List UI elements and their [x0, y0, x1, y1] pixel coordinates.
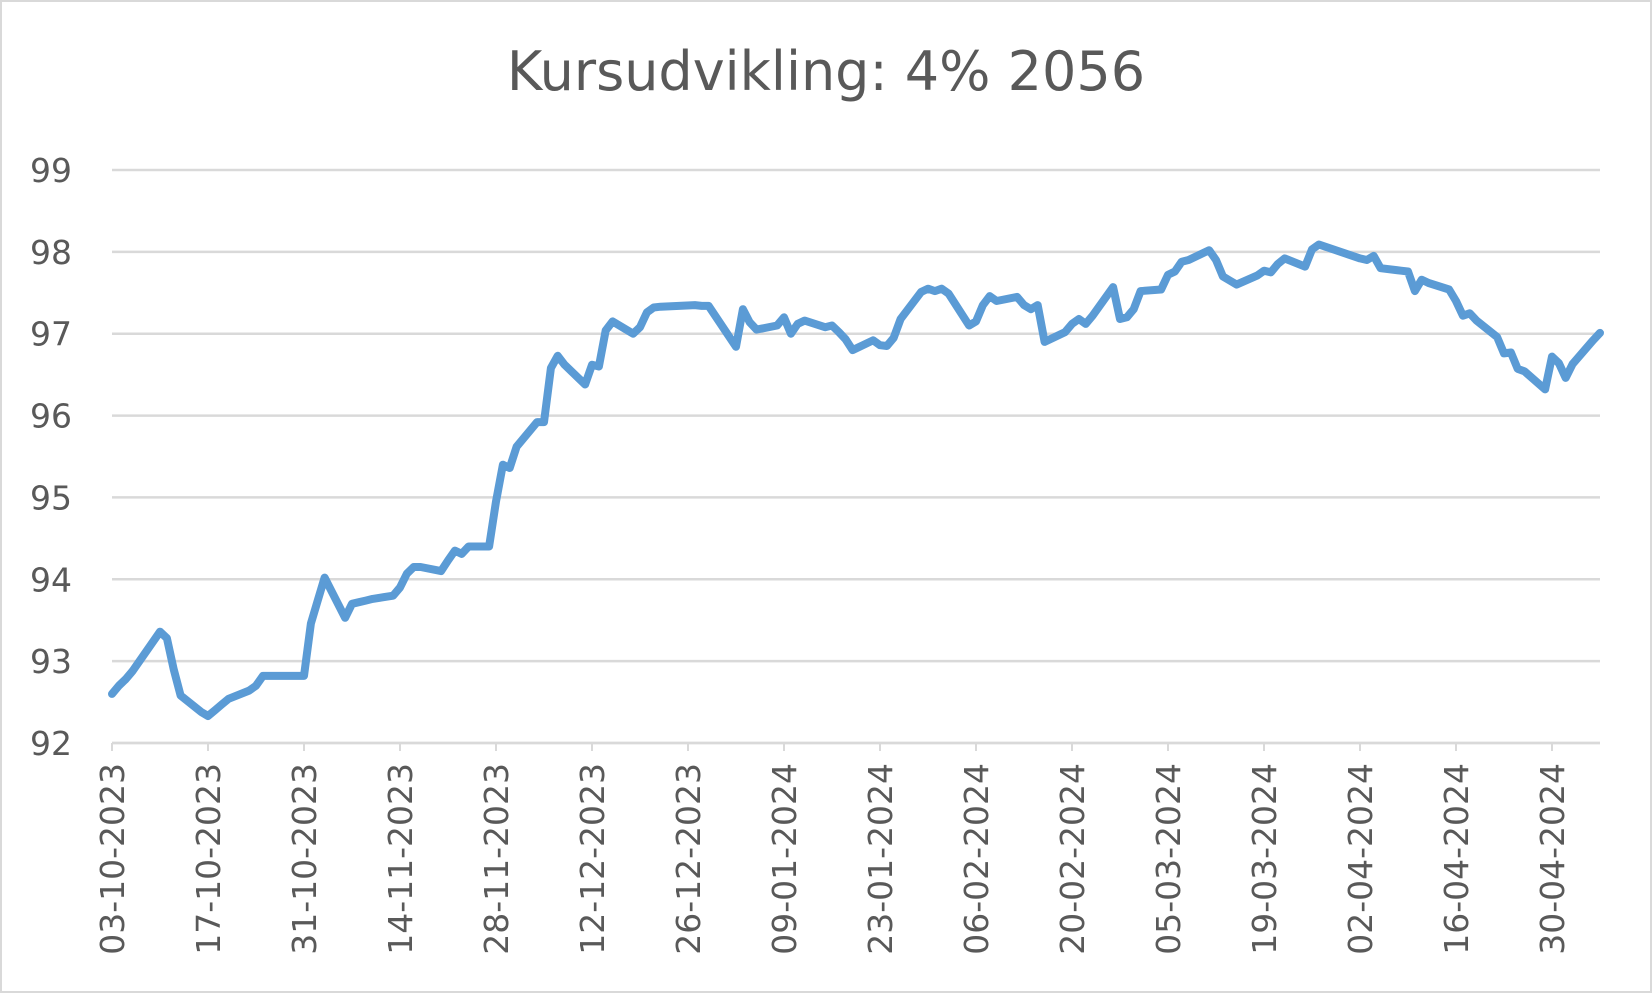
y-tick-label: 97	[30, 315, 72, 354]
x-tick-label: 31-10-2023	[285, 763, 324, 955]
x-tick-label: 17-10-2023	[189, 763, 228, 955]
x-tick-label: 14-11-2023	[381, 763, 420, 955]
y-tick-label: 94	[30, 560, 72, 599]
x-tick-label: 19-03-2024	[1245, 763, 1284, 955]
x-tick-label: 09-01-2024	[765, 763, 804, 955]
y-tick-label: 98	[30, 233, 72, 272]
y-tick-label: 95	[30, 478, 72, 517]
x-tick-label: 12-12-2023	[573, 763, 612, 955]
x-tick-label: 06-02-2024	[957, 763, 996, 955]
x-axis-ticks: 03-10-2023 17-10-2023 31-10-2023 14-11-2023…	[93, 743, 1572, 955]
price-series-line	[108, 240, 1604, 720]
x-tick-label: 16-04-2024	[1437, 763, 1476, 955]
x-tick-label: 23-01-2024	[861, 763, 900, 955]
y-tick-label: 93	[30, 642, 72, 681]
x-tick-label: 30-04-2024	[1533, 763, 1572, 955]
y-tick-label: 99	[30, 151, 72, 190]
x-tick-label: 26-12-2023	[669, 763, 708, 955]
y-tick-label: 96	[30, 397, 72, 436]
x-tick-label: 20-02-2024	[1053, 763, 1092, 955]
gridlines	[112, 168, 1600, 745]
x-tick-label: 28-11-2023	[477, 763, 516, 955]
x-tick-label: 03-10-2023	[93, 763, 132, 955]
y-axis-ticks: 92 93 94 95 96 97 98 99	[30, 151, 72, 763]
chart-title: Kursudvikling: 4% 2056	[506, 40, 1146, 103]
x-tick-label: 05-03-2024	[1149, 763, 1188, 955]
y-tick-label: 92	[30, 724, 72, 763]
x-tick-label: 02-04-2024	[1341, 763, 1380, 955]
